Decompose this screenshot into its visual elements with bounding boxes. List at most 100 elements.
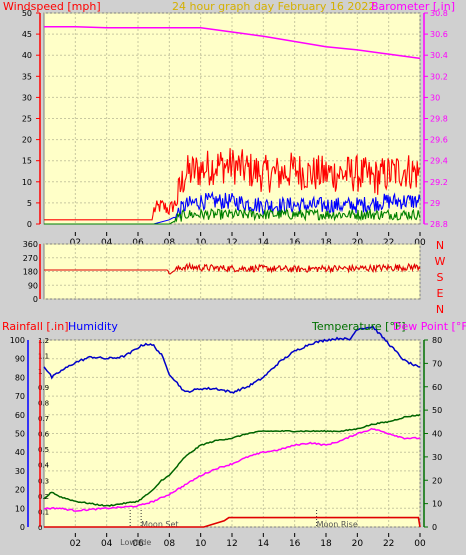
x-tick-label: 12 [226,238,237,248]
compass-label: N [436,239,444,252]
direction-tick-label: 180 [23,268,38,277]
rainfall-axis: 00.10.20.30.40.50.60.70.80.911.11.2 [38,337,50,532]
humidity-tick-label: 0 [20,523,25,532]
humidity-tick-label: 20 [15,486,25,495]
annotation-label: Moon Rise [317,520,358,529]
temperature-axis-label: Temperature [°F] [311,320,406,333]
temperature-grid [44,339,421,528]
x-tick-label: 10 [195,238,207,248]
direction-tick-label: 270 [23,254,38,263]
x-tick-label: 08 [164,539,176,549]
x-tick-label: 06 [132,539,144,549]
windspeed-axis: 0 5 10 15 20 25 30 35 40 45 50 [22,9,41,229]
annotation-label: Lowtide [120,538,151,547]
temperature-tick-label: 40 [432,430,442,439]
windspeed-tick-label: 45 [22,30,32,39]
temperature-x-axis: 02 04 06 08 10 12 14 16 18 20 22 00 [70,533,426,549]
barometer-tick-label: 29 [430,199,440,208]
humidity-axis-label: Humidity [68,320,118,333]
humidity-tick-label: 100 [10,336,25,345]
barometer-tick-label: 29.2 [430,178,448,187]
barometer-tick-label: 29.6 [430,136,448,145]
temperature-tick-label: 0 [432,523,437,532]
wind-direction-series [44,261,421,275]
windspeed-tick-label: 0 [27,220,32,229]
wind-gust-line [44,148,421,221]
x-tick-label: 20 [352,539,364,549]
direction-tick-label: 360 [23,240,38,249]
windspeed-tick-label: 50 [22,9,32,18]
barometer-tick-label: 30.4 [430,51,448,60]
humidity-tick-label: 40 [15,448,25,457]
windspeed-tick-label: 40 [22,51,32,60]
temperature-tick-label: 20 [432,476,442,485]
rainfall-tick-label: 0.1 [38,508,49,516]
humidity-axis: 0 10 20 30 40 50 60 70 80 90 100 [10,336,29,532]
windspeed-tick-label: 10 [22,178,32,187]
x-tick-label: 10 [195,539,207,549]
wind-low-line [44,207,421,225]
windspeed-tick-label: 20 [22,136,32,145]
barometer-axis: 28.8 29 29.2 29.4 29.6 29.8 30 30.2 30.4 30.6 30.8 [423,9,448,229]
humidity-line [43,325,421,394]
rainfall-tick-label: 0.2 [38,493,49,501]
temperature-tick-label: 30 [432,453,442,462]
barometer-tick-label: 30.2 [430,72,448,81]
x-tick-label: 00 [414,238,426,248]
wind-direction-grid [44,243,421,300]
windspeed-axis-label: Windspeed [mph] [3,0,101,13]
x-tick-label: 08 [164,238,176,248]
x-tick-label: 22 [383,539,394,549]
x-tick-label: 02 [70,238,81,248]
x-tick-label: 04 [101,238,113,248]
graph-title: 24 hour graph day February 16 2022 [172,0,375,13]
temperature-tick-label: 50 [432,406,442,415]
windspeed-tick-label: 5 [27,199,32,208]
annotation-label: Moon Set [141,520,178,529]
x-tick-label: 14 [258,539,270,549]
x-tick-label: 16 [289,238,301,248]
barometer-tick-label: 29.8 [430,115,448,124]
temperature-tick-label: 60 [432,383,442,392]
rainfall-tick-label: 0.4 [38,462,50,470]
humidity-tick-label: 70 [15,392,25,401]
dewpoint-axis-label: Dew Point [°F] [393,320,466,333]
x-tick-label: 14 [258,238,270,248]
barometer-axis-label: Barometer [.in] [371,0,455,13]
x-tick-label: 22 [383,238,394,248]
x-tick-label: 02 [70,539,81,549]
x-tick-label: 00 [414,539,426,549]
dewpoint-line [43,427,421,512]
direction-axis: 0 90 180 270 360 [23,240,41,304]
compass-label: S [437,271,444,284]
barometer-tick-label: 28.8 [430,220,448,229]
tide-moon-annotations: Lowtide Moon Set Moon Rise [120,510,358,547]
x-tick-label: 12 [226,539,237,549]
wind-barometer-x-axis: 02 04 06 08 10 12 14 16 18 20 22 00 [70,232,426,248]
humidity-tick-label: 30 [15,467,25,476]
x-tick-label: 20 [352,238,364,248]
windspeed-tick-label: 35 [22,72,32,81]
wind-barometer-series [44,25,421,225]
x-tick-label: 18 [320,238,332,248]
rainfall-tick-label: 1.2 [38,337,49,345]
barometer-tick-label: 30.6 [430,30,448,39]
windspeed-tick-label: 15 [22,157,32,166]
temperature-tick-label: 10 [432,500,442,509]
rainfall-tick-label: 0.3 [38,477,49,485]
rainfall-tick-label: 0.8 [38,399,49,407]
rainfall-line [44,516,421,528]
compass-label: E [437,287,444,300]
x-tick-label: 04 [101,539,113,549]
barometer-line [44,25,421,60]
humidity-tick-label: 50 [15,430,25,439]
windspeed-tick-label: 30 [22,93,32,102]
barometer-tick-label: 29.4 [430,157,448,166]
rainfall-tick-label: 0.5 [38,446,49,454]
x-tick-label: 16 [289,539,301,549]
wind-direction-line [44,261,421,275]
temperature-axis: 0 10 20 30 40 50 60 70 80 [423,336,442,532]
compass-label: W [435,255,446,268]
